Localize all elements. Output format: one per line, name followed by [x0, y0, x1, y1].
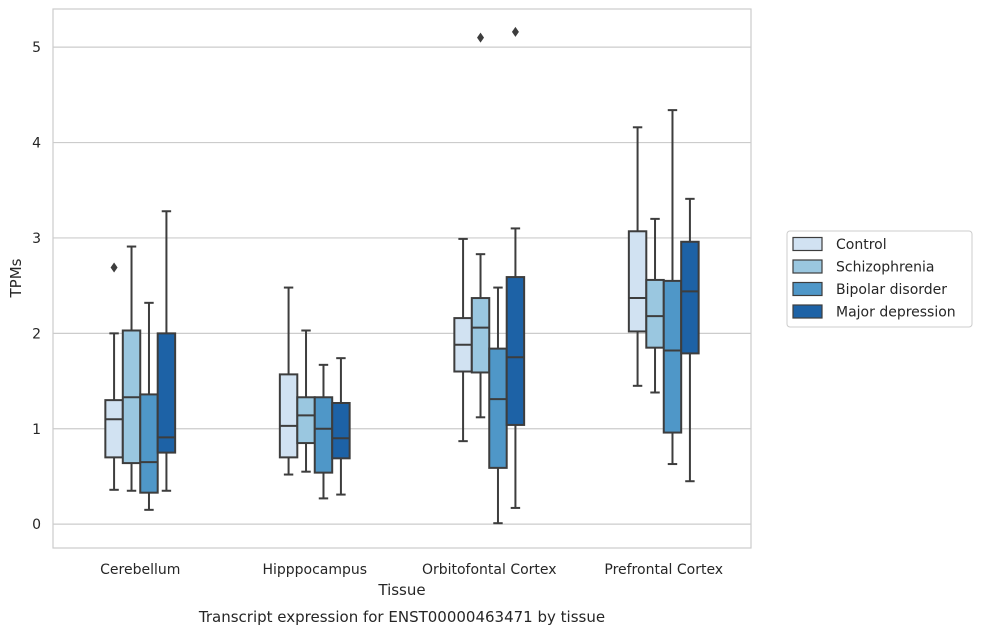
y-tick-labels: 0 1 2 3 4 5	[32, 40, 41, 533]
box-item	[627, 126, 648, 387]
y-tick-label: 5	[32, 40, 41, 56]
iqr-box	[680, 240, 700, 355]
iqr-box	[470, 297, 491, 374]
box-item	[296, 329, 316, 473]
y-tick-label: 4	[32, 136, 41, 152]
box-item	[662, 109, 683, 466]
legend-label: Major depression	[836, 305, 956, 321]
legend-swatch	[792, 236, 823, 252]
y-tick-label: 0	[32, 517, 41, 533]
iqr-box	[662, 279, 683, 434]
box-item	[313, 363, 334, 500]
x-axis-title: Tissue	[377, 581, 425, 599]
box-item	[278, 286, 299, 476]
box-item	[104, 262, 124, 491]
legend-label: Bipolar disorder	[836, 282, 947, 298]
iqr-box	[278, 373, 299, 459]
box-item	[505, 26, 526, 509]
box-item	[453, 237, 473, 443]
box-item	[680, 197, 700, 483]
iqr-box	[156, 332, 177, 454]
series-group	[156, 26, 700, 509]
chart-caption: Transcript expression for ENST0000046347…	[198, 608, 605, 626]
x-tick-label: Hipppocampus	[262, 562, 367, 578]
iqr-box	[139, 393, 159, 494]
box-item	[645, 217, 665, 394]
outlier-point	[511, 26, 519, 37]
outlier-point	[477, 32, 485, 43]
x-tick-labels: Cerebellum Hipppocampus Orbitofontal Corte…	[100, 562, 723, 578]
iqr-box	[296, 396, 316, 445]
legend-frame	[786, 230, 973, 328]
y-axis-title: TPMs	[7, 258, 25, 298]
legend: Control Schizophrenia Bipolar disorder Majo…	[786, 230, 973, 328]
legend-label: Control	[836, 237, 887, 253]
legend-label: Schizophrenia	[836, 260, 934, 276]
series-group	[104, 126, 648, 491]
legend-items: Control Schizophrenia Bipolar disorder Majo…	[792, 236, 956, 321]
box-item	[121, 245, 142, 492]
iqr-box	[104, 399, 124, 459]
box-item	[156, 210, 177, 492]
iqr-box	[313, 396, 334, 474]
iqr-box	[505, 276, 526, 426]
x-tick-label: Cerebellum	[100, 562, 180, 578]
y-tick-label: 1	[32, 422, 41, 438]
iqr-box	[627, 230, 648, 333]
x-tick-label: Prefrontal Cortex	[604, 562, 723, 578]
iqr-box	[331, 401, 351, 460]
box-item	[488, 286, 508, 525]
x-tick-label: Orbitofontal Cortex	[422, 562, 557, 578]
box-item	[331, 357, 351, 496]
box-item	[470, 32, 491, 419]
iqr-box	[645, 278, 665, 349]
outlier-point	[110, 262, 118, 273]
y-tick-label: 2	[32, 326, 41, 342]
plot-area-frame	[52, 8, 752, 549]
series-group	[139, 109, 683, 525]
legend-swatch	[792, 304, 823, 319]
box-series	[104, 26, 700, 525]
series-group	[121, 32, 665, 492]
y-tick-label: 3	[32, 231, 41, 247]
iqr-box	[488, 347, 508, 469]
legend-swatch	[792, 281, 823, 297]
legend-swatch	[792, 259, 823, 274]
